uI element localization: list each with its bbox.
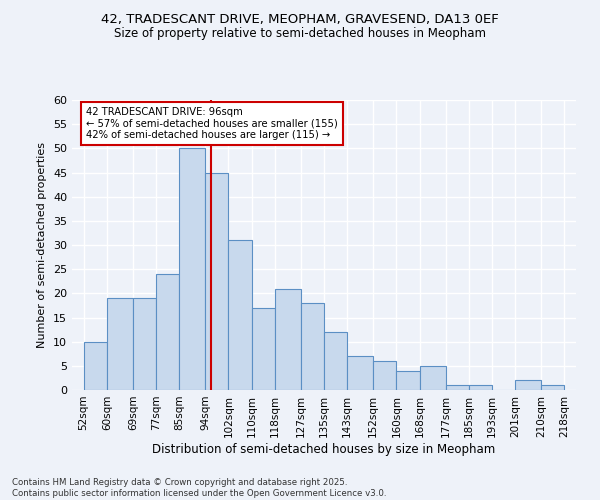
Bar xyxy=(324,332,347,390)
Bar xyxy=(301,303,324,390)
Bar xyxy=(229,240,251,390)
Bar xyxy=(156,274,179,390)
Bar xyxy=(83,342,107,390)
Bar xyxy=(419,366,446,390)
Bar xyxy=(446,385,469,390)
Bar xyxy=(397,370,419,390)
Text: Contains HM Land Registry data © Crown copyright and database right 2025.
Contai: Contains HM Land Registry data © Crown c… xyxy=(12,478,386,498)
Bar xyxy=(251,308,275,390)
Bar xyxy=(515,380,541,390)
Text: Size of property relative to semi-detached houses in Meopham: Size of property relative to semi-detach… xyxy=(114,28,486,40)
Bar xyxy=(107,298,133,390)
Bar xyxy=(205,172,229,390)
Text: 42, TRADESCANT DRIVE, MEOPHAM, GRAVESEND, DA13 0EF: 42, TRADESCANT DRIVE, MEOPHAM, GRAVESEND… xyxy=(101,12,499,26)
Bar xyxy=(275,288,301,390)
Bar xyxy=(541,385,565,390)
Bar xyxy=(179,148,205,390)
Bar xyxy=(469,385,492,390)
Bar xyxy=(347,356,373,390)
Bar xyxy=(373,361,397,390)
Bar xyxy=(133,298,156,390)
Y-axis label: Number of semi-detached properties: Number of semi-detached properties xyxy=(37,142,47,348)
Text: 42 TRADESCANT DRIVE: 96sqm
← 57% of semi-detached houses are smaller (155)
42% o: 42 TRADESCANT DRIVE: 96sqm ← 57% of semi… xyxy=(86,108,338,140)
X-axis label: Distribution of semi-detached houses by size in Meopham: Distribution of semi-detached houses by … xyxy=(152,442,496,456)
